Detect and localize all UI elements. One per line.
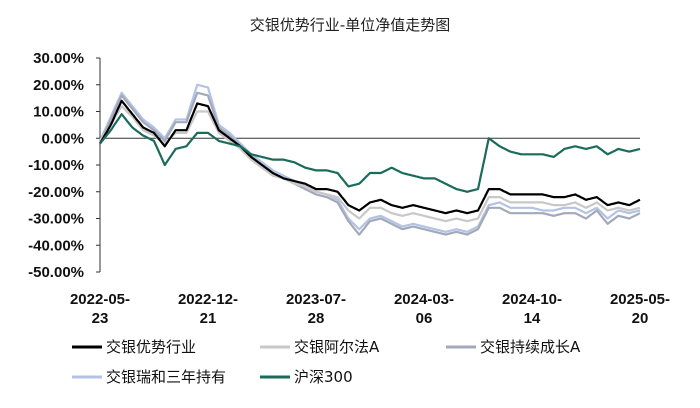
- x-tick-label: 2022-12-: [178, 291, 238, 308]
- x-tick-label-line2: 06: [416, 310, 433, 327]
- series-line-3: [98, 83, 641, 233]
- x-tick-label-line2: 14: [524, 310, 541, 327]
- series-line-2: [98, 91, 641, 236]
- y-axis-ticks: 30.00% 20.00% 10.00% 0.00% -10.00% -20.00% -30…: [28, 50, 100, 281]
- legend-label: 交银瑞和三年持有: [106, 368, 226, 386]
- x-tick-label-line2: 21: [200, 310, 217, 327]
- legend-label: 交银阿尔法A: [294, 338, 380, 356]
- legend: 交银优势行业 交银阿尔法A 交银持续成长A 交银瑞和三年持有 沪深300: [72, 338, 581, 386]
- y-tick-label: 20.00%: [33, 77, 84, 94]
- y-tick-label: -20.00%: [28, 184, 84, 201]
- y-tick-label: 10.00%: [33, 104, 84, 121]
- y-tick-label: -40.00%: [28, 237, 84, 254]
- series-line-4: [99, 113, 641, 193]
- y-tick-label: -10.00%: [28, 157, 84, 174]
- x-tick-label: 2025-05-: [610, 291, 670, 308]
- y-tick-label: -30.00%: [28, 211, 84, 228]
- x-axis-ticks: 2022-05- 23 2022-12- 21 2023-07- 28 2024-03- 06…: [70, 291, 670, 327]
- y-tick-label: 0.00%: [41, 130, 84, 147]
- x-tick-label: 2023-07-: [286, 291, 346, 308]
- series-line-1: [99, 105, 641, 223]
- legend-label: 沪深300: [294, 368, 353, 386]
- x-tick-label-line2: 23: [92, 310, 109, 327]
- x-tick-label: 2022-05-: [70, 291, 130, 308]
- x-tick-label: 2024-10-: [502, 291, 562, 308]
- x-tick-label: 2024-03-: [394, 291, 454, 308]
- chart-title: 交银优势行业-单位净值走势图: [250, 16, 450, 34]
- x-tick-label-line2: 20: [632, 310, 649, 327]
- legend-label: 交银持续成长A: [480, 338, 581, 356]
- x-tick-label-line2: 28: [308, 310, 325, 327]
- legend-label: 交银优势行业: [106, 338, 196, 356]
- y-tick-label: 30.00%: [33, 50, 84, 67]
- series-lines: [98, 83, 641, 236]
- series-line-0: [99, 99, 641, 215]
- y-tick-label: -50.00%: [28, 264, 84, 281]
